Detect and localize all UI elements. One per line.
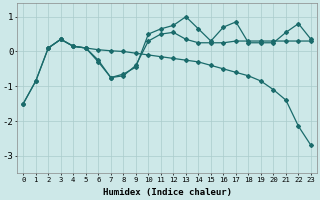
X-axis label: Humidex (Indice chaleur): Humidex (Indice chaleur) [103, 188, 232, 197]
